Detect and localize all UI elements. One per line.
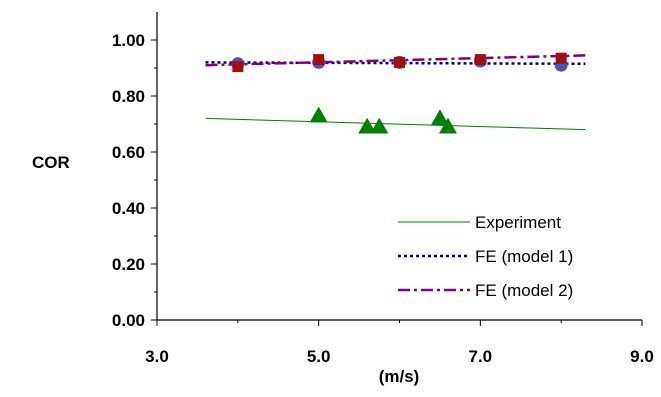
- y-tick-label: 0.80: [112, 87, 145, 106]
- x-axis-label: (m/s): [379, 367, 420, 386]
- y-tick-label: 0.20: [112, 255, 145, 274]
- y-tick-label: 0.00: [112, 311, 145, 330]
- fe-model-2-point: [555, 52, 567, 64]
- experiment-point: [439, 117, 457, 134]
- axes: [151, 12, 643, 326]
- y-tick-label: 0.40: [112, 199, 145, 218]
- legend: Experiment FE (model 1) FE (model 2): [398, 213, 573, 300]
- experiment-point: [370, 117, 389, 134]
- y-tick-label: 0.60: [112, 143, 145, 162]
- fe-model-2-point: [232, 61, 244, 73]
- x-tick-label: 9.0: [630, 347, 654, 366]
- legend-label-experiment: Experiment: [475, 213, 561, 232]
- legend-label-fe-model-1: FE (model 1): [475, 247, 573, 266]
- x-tick-label: 3.0: [145, 347, 169, 366]
- legend-label-fe-model-2: FE (model 2): [475, 281, 573, 300]
- y-tick-label: 1.00: [112, 31, 145, 50]
- y-axis-label: COR: [32, 153, 70, 172]
- tick-labels: 0.00 0.20 0.40 0.60 0.80 1.00 3.0 5.0 7.0 9.0: [112, 31, 654, 366]
- x-tick-label: 5.0: [307, 347, 331, 366]
- experiment-line: [205, 117, 586, 131]
- series-layer: [205, 52, 586, 134]
- experiment-point: [309, 106, 328, 123]
- fe-model-2-point: [394, 56, 405, 68]
- x-tick-label: 7.0: [469, 347, 493, 366]
- experiment-point: [430, 109, 449, 126]
- fe-model-2-point: [313, 54, 325, 66]
- fe-model-2-point: [474, 54, 486, 66]
- experiment-point: [358, 117, 377, 134]
